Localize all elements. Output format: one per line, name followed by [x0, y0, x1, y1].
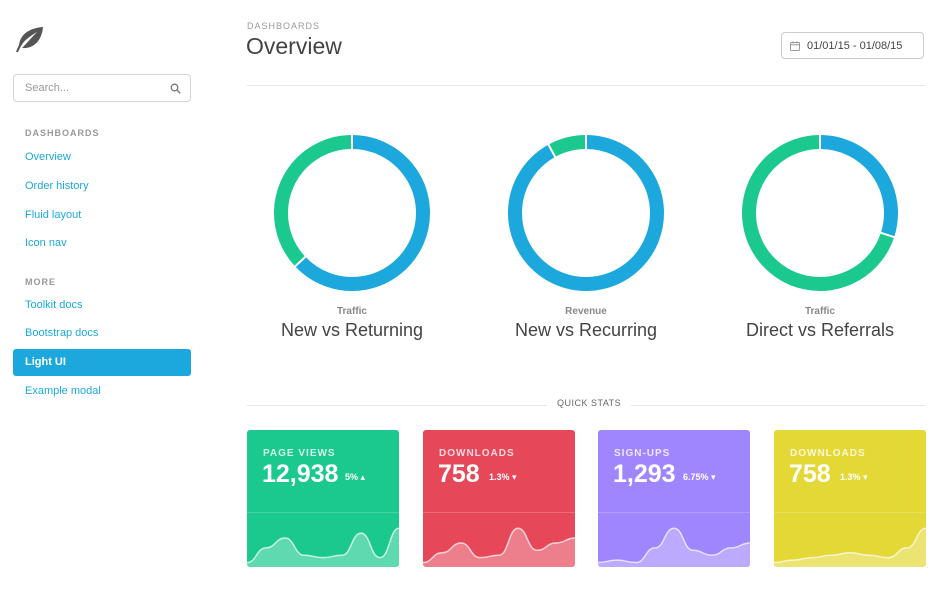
donut-segment — [274, 135, 353, 267]
nav-item-example-modal[interactable]: Example modal — [25, 385, 101, 397]
donut-segment — [742, 135, 895, 291]
donut-separator — [879, 231, 896, 239]
stat-label: DOWNLOADS — [790, 448, 866, 459]
donut-segment — [508, 135, 664, 291]
stat-delta: 1.3% ▾ — [489, 472, 517, 482]
sparkline-line — [247, 527, 399, 564]
donut-chart-direct-vs-referrals — [742, 134, 898, 291]
donut-subtitle: Traffic — [804, 306, 835, 317]
nav-item-icon-nav[interactable]: Icon nav — [25, 237, 67, 249]
search-input[interactable] — [14, 75, 164, 101]
nav-header-more: MORE — [25, 277, 56, 287]
stat-divider — [247, 512, 399, 513]
stat-delta: 1.3% ▾ — [840, 472, 868, 482]
sparkline-line — [598, 527, 750, 564]
date-range-button[interactable]: 01/01/15 - 01/08/15 — [781, 32, 924, 59]
donut-separator — [547, 143, 557, 159]
donut-title: Direct vs Referrals — [745, 320, 895, 340]
stat-divider — [774, 512, 926, 513]
sparkline — [774, 527, 926, 567]
stat-card-downloads-2[interactable]: DOWNLOADS 758 1.3% ▾ — [774, 430, 926, 567]
donut-title: New vs Returning — [280, 320, 424, 340]
stat-delta: 5% ▴ — [345, 472, 366, 482]
stat-value: 1,293 — [613, 460, 676, 488]
date-range-label: 01/01/15 - 01/08/15 — [807, 39, 903, 52]
stat-delta: 6.75% ▾ — [683, 472, 716, 482]
stat-card-sign-ups[interactable]: SIGN-UPS 1,293 6.75% ▾ — [598, 430, 750, 567]
nav-item-fluid-layout[interactable]: Fluid layout — [25, 209, 82, 221]
sparkline-area — [247, 528, 399, 567]
donut-separator — [293, 255, 307, 268]
search-icon[interactable] — [170, 83, 181, 94]
nav-item-light-ui[interactable]: Light UI — [13, 349, 191, 376]
sparkline — [247, 527, 399, 567]
stat-card-page-views[interactable]: PAGE VIEWS 12,938 5% ▴ — [247, 430, 399, 567]
donut-chart-new-vs-recurring — [508, 134, 664, 291]
nav-item-overview[interactable]: Overview — [25, 151, 71, 163]
caret-up-icon: ▴ — [360, 472, 366, 482]
donut-subtitle: Revenue — [565, 306, 607, 317]
calendar-icon — [790, 40, 800, 51]
nav-item-order-history[interactable]: Order history — [25, 180, 89, 192]
stat-label: PAGE VIEWS — [263, 448, 336, 459]
sparkline-area — [774, 528, 926, 567]
sparkline-area — [423, 528, 575, 567]
sparkline — [598, 527, 750, 567]
sparkline — [423, 527, 575, 567]
stat-value: 12,938 — [262, 460, 339, 488]
page-title: Overview — [246, 33, 342, 59]
nav-item-toolkit-docs[interactable]: Toolkit docs — [25, 299, 83, 311]
sparkline-line — [774, 527, 926, 564]
stat-value: 758 — [789, 460, 831, 488]
donut-segment — [295, 135, 430, 291]
donut-chart-new-vs-returning — [274, 134, 430, 291]
caret-down-icon: ▾ — [863, 472, 868, 482]
sparkline-area — [598, 528, 750, 567]
page-eyebrow: DASHBOARDS — [247, 21, 321, 31]
donut-segment — [548, 135, 587, 158]
donut-subtitle: Traffic — [336, 306, 367, 317]
stat-card-downloads[interactable]: DOWNLOADS 758 1.3% ▾ — [423, 430, 575, 567]
header-divider — [247, 85, 925, 86]
caret-down-icon: ▾ — [711, 472, 716, 482]
stat-value: 758 — [438, 460, 480, 488]
quick-stats-label: QUICK STATS — [547, 398, 632, 408]
leaf-icon[interactable] — [13, 25, 45, 53]
donut-segment — [819, 135, 898, 238]
stat-divider — [598, 512, 750, 513]
stat-label: DOWNLOADS — [439, 448, 515, 459]
sidebar: DASHBOARDS Overview Order history Fluid … — [0, 0, 205, 592]
sparkline-line — [423, 527, 575, 564]
donut-title: New vs Recurring — [514, 320, 658, 340]
stat-label: SIGN-UPS — [614, 448, 671, 459]
stat-divider — [423, 512, 575, 513]
caret-down-icon: ▾ — [512, 472, 517, 482]
nav-item-bootstrap-docs[interactable]: Bootstrap docs — [25, 327, 99, 339]
search-box[interactable] — [13, 74, 191, 102]
nav-header-dashboards: DASHBOARDS — [25, 128, 100, 138]
